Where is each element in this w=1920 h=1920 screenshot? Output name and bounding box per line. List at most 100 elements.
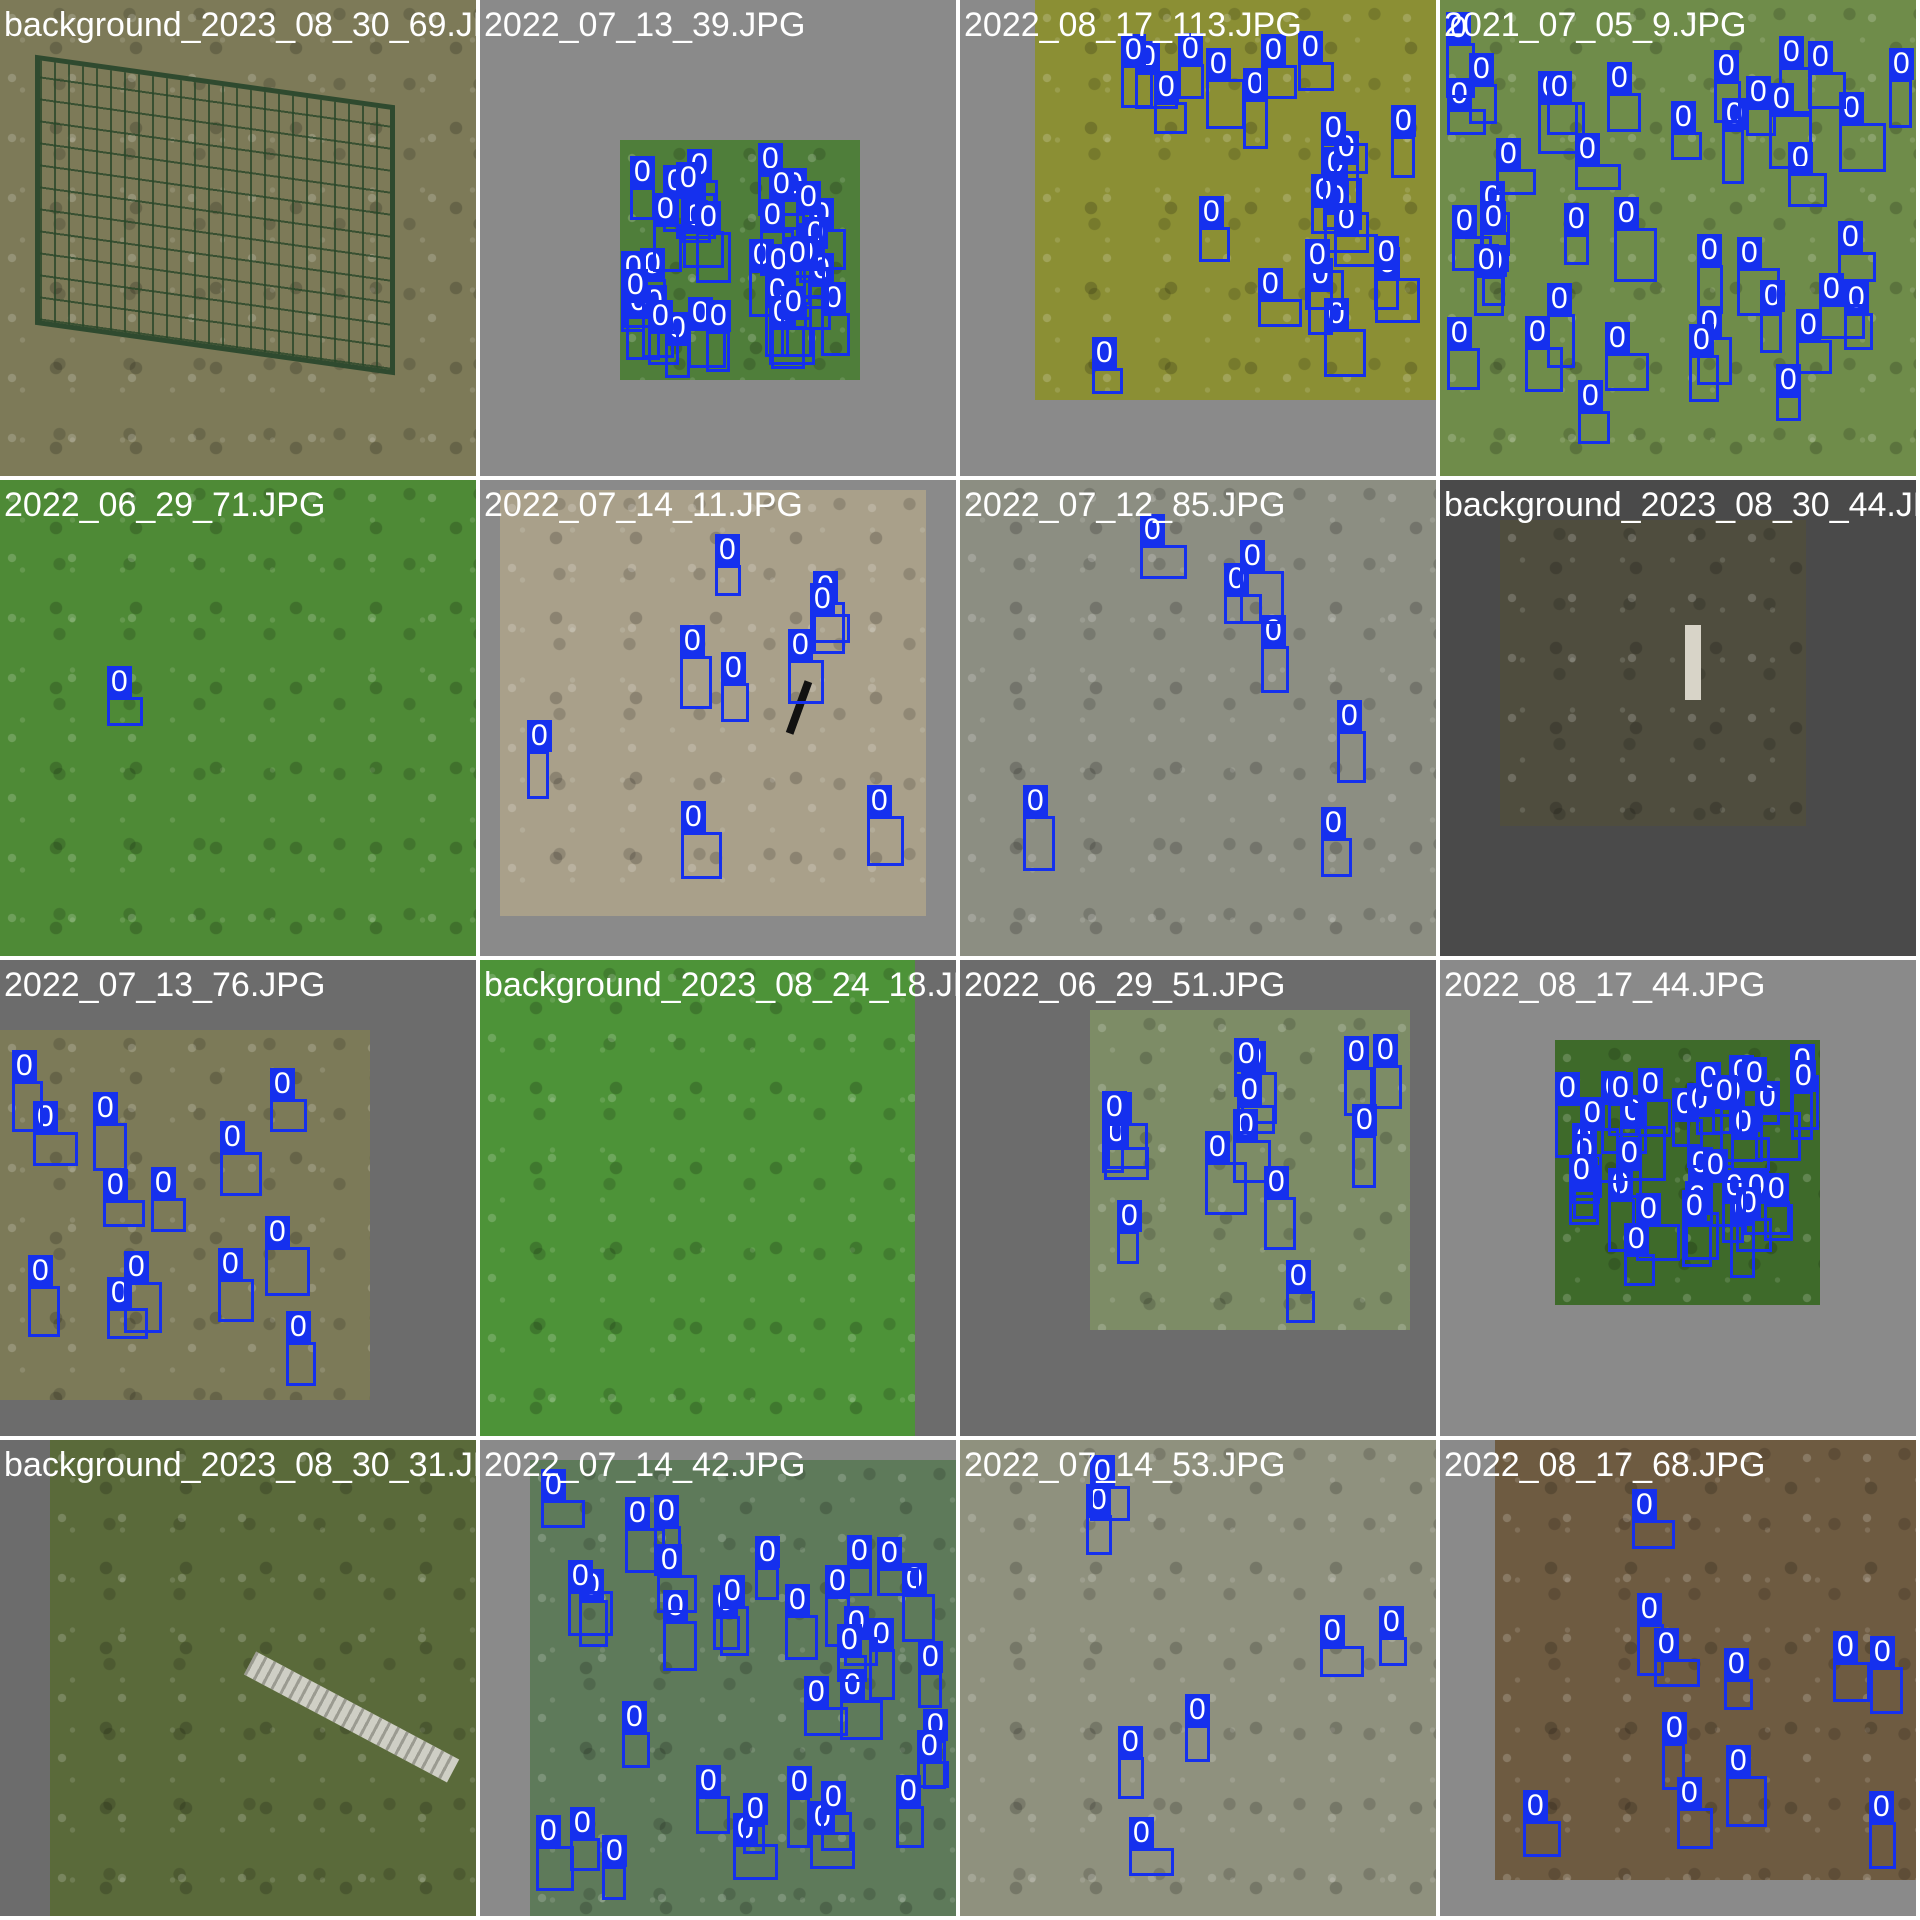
- detection-class-label: 0: [1636, 1193, 1661, 1225]
- detection-box: 0: [1607, 62, 1641, 132]
- detection-box: 0: [602, 1835, 627, 1900]
- detection-class-label: 0: [1808, 41, 1833, 73]
- detection-class-label: 0: [218, 1248, 243, 1280]
- tile-photo: [1440, 0, 1916, 476]
- detection-class-label: 0: [1654, 1628, 1679, 1660]
- detection-class-label: 0: [654, 1495, 679, 1527]
- detection-box: 0: [1525, 316, 1563, 392]
- detection-box: 0: [12, 1050, 43, 1132]
- detection-class-label: 0: [602, 1835, 627, 1867]
- detection-box: 0: [1352, 1104, 1377, 1188]
- image-tile[interactable]: 0 0 0 0 0 0 0 0 0 0 0 0 0 2022_07_13_76.JPG: [0, 960, 476, 1436]
- detection-class-label: 0: [1117, 1200, 1142, 1232]
- detection-class-label: 0: [93, 1092, 118, 1124]
- detection-box: 0: [1608, 1072, 1638, 1136]
- detection-box: 0: [696, 1765, 730, 1834]
- detection-class-label: 0: [1320, 1615, 1345, 1647]
- detection-box: 0: [840, 1669, 883, 1740]
- tile-filename: 2022_07_14_42.JPG: [484, 1446, 806, 1484]
- image-tile[interactable]: 00000000000000000000000000000000002022_0…: [480, 1440, 956, 1916]
- detection-box: 0: [1791, 1060, 1816, 1140]
- detection-box: 0: [1671, 101, 1702, 160]
- detection-class-label: 0: [124, 1251, 149, 1283]
- detection-box: 0: [1258, 268, 1302, 327]
- image-tile[interactable]: background_2023_08_30_69.JPG: [0, 0, 476, 476]
- detection-class-label: 0: [1237, 1074, 1262, 1106]
- detection-class-label: 0: [796, 181, 821, 213]
- tile-photo: [1500, 520, 1806, 826]
- detection-class-label: 0: [1452, 205, 1477, 237]
- detection-box: 0: [1796, 309, 1832, 374]
- detection-box: 0: [1838, 221, 1876, 282]
- detection-class-label: 0: [1234, 1038, 1259, 1070]
- detection-class-label: 0: [720, 1575, 745, 1607]
- detection-class-label: 0: [847, 1535, 872, 1567]
- detection-box: 0: [1374, 236, 1399, 310]
- tile-photo: [480, 960, 915, 1436]
- detection-box: 0: [1320, 1615, 1364, 1677]
- detection-class-label: 0: [1839, 92, 1864, 124]
- detection-box: 0: [1746, 76, 1776, 136]
- image-tile[interactable]: 00000000000000000000000000000000002022_0…: [1440, 960, 1916, 1436]
- detection-box: 0: [1447, 78, 1486, 135]
- image-tile[interactable]: 0000000000000000000000000000000000000000…: [1440, 0, 1916, 476]
- detection-class-label: 0: [896, 1775, 921, 1807]
- detection-box: 0: [1714, 50, 1741, 123]
- detection-box: 0: [1205, 1131, 1247, 1215]
- fence-panel: [35, 54, 395, 376]
- image-tile[interactable]: 0 0 0 0 0 0 0 0 0 0 0 2022_08_17_68.JPG: [1440, 1440, 1916, 1916]
- detection-box: 0: [1564, 203, 1589, 265]
- detection-box: 0: [265, 1216, 310, 1296]
- detection-box: 0: [1391, 105, 1416, 178]
- detection-class-label: 0: [867, 785, 892, 817]
- tile-photo: [1035, 0, 1436, 400]
- image-tile[interactable]: 000000000000000000000002022_08_17_113.JP…: [960, 0, 1436, 476]
- detection-box: 0: [847, 1535, 872, 1596]
- detection-box: 0: [1243, 68, 1268, 149]
- detection-box: 0: [536, 1815, 574, 1891]
- detection-box: 0: [1819, 273, 1865, 339]
- detection-class-label: 0: [1637, 1593, 1662, 1625]
- detection-class-label: 0: [721, 652, 746, 684]
- detection-class-label: 0: [1671, 101, 1696, 133]
- detection-box: 0: [1703, 1149, 1746, 1227]
- detection-box: 0: [1379, 1606, 1407, 1666]
- detection-box: 0: [28, 1255, 60, 1337]
- detection-box: 0: [788, 629, 824, 704]
- detection-class-label: 0: [1760, 280, 1785, 312]
- detection-class-label: 0: [103, 1169, 128, 1201]
- image-tile[interactable]: background_2023_08_30_31.JPG: [0, 1440, 476, 1916]
- detection-class-label: 0: [810, 583, 835, 615]
- detection-class-label: 0: [1298, 31, 1323, 63]
- image-tile[interactable]: background_2023_08_24_18.JPG: [480, 960, 956, 1436]
- detection-class-label: 0: [1337, 700, 1362, 732]
- detection-class-label: 0: [1838, 221, 1863, 253]
- detection-box: 0: [1121, 34, 1153, 108]
- image-tile[interactable]: 0 0 0 0 0 0 0 2022_07_12_85.JPG: [960, 480, 1436, 956]
- detection-box: 0: [1264, 1166, 1296, 1250]
- detection-class-label: 0: [663, 1590, 688, 1622]
- image-tile[interactable]: background_2023_08_30_44.JPG: [1440, 480, 1916, 956]
- detection-box: 0: [896, 1775, 924, 1848]
- detection-box: 0: [1662, 1712, 1687, 1790]
- detection-class-label: 0: [1564, 203, 1589, 235]
- detection-class-label: 0: [706, 300, 731, 332]
- detection-box: 0: [286, 1311, 316, 1386]
- detection-class-label: 0: [788, 629, 813, 661]
- detection-box: 0: [1240, 540, 1284, 624]
- detection-class-label: 0: [1178, 33, 1203, 65]
- detection-box: 0: [1023, 785, 1055, 871]
- image-tile[interactable]: 0000000000000000000000000000000000002022…: [480, 0, 956, 476]
- detection-class-label: 0: [1199, 196, 1224, 228]
- detection-box: 0: [663, 1590, 697, 1671]
- detection-box: 0: [1324, 298, 1366, 377]
- image-tile[interactable]: 0 0 0 0 0 0 0 2022_07_14_53.JPG: [960, 1440, 1436, 1916]
- image-tile[interactable]: 0 2022_06_29_71.JPG: [0, 480, 476, 956]
- detection-class-label: 0: [1746, 76, 1771, 108]
- detection-box: 0: [804, 1676, 848, 1736]
- fence-post-icon: [1685, 625, 1701, 700]
- tile-photo: [960, 480, 1436, 956]
- detection-box: 0: [653, 193, 682, 272]
